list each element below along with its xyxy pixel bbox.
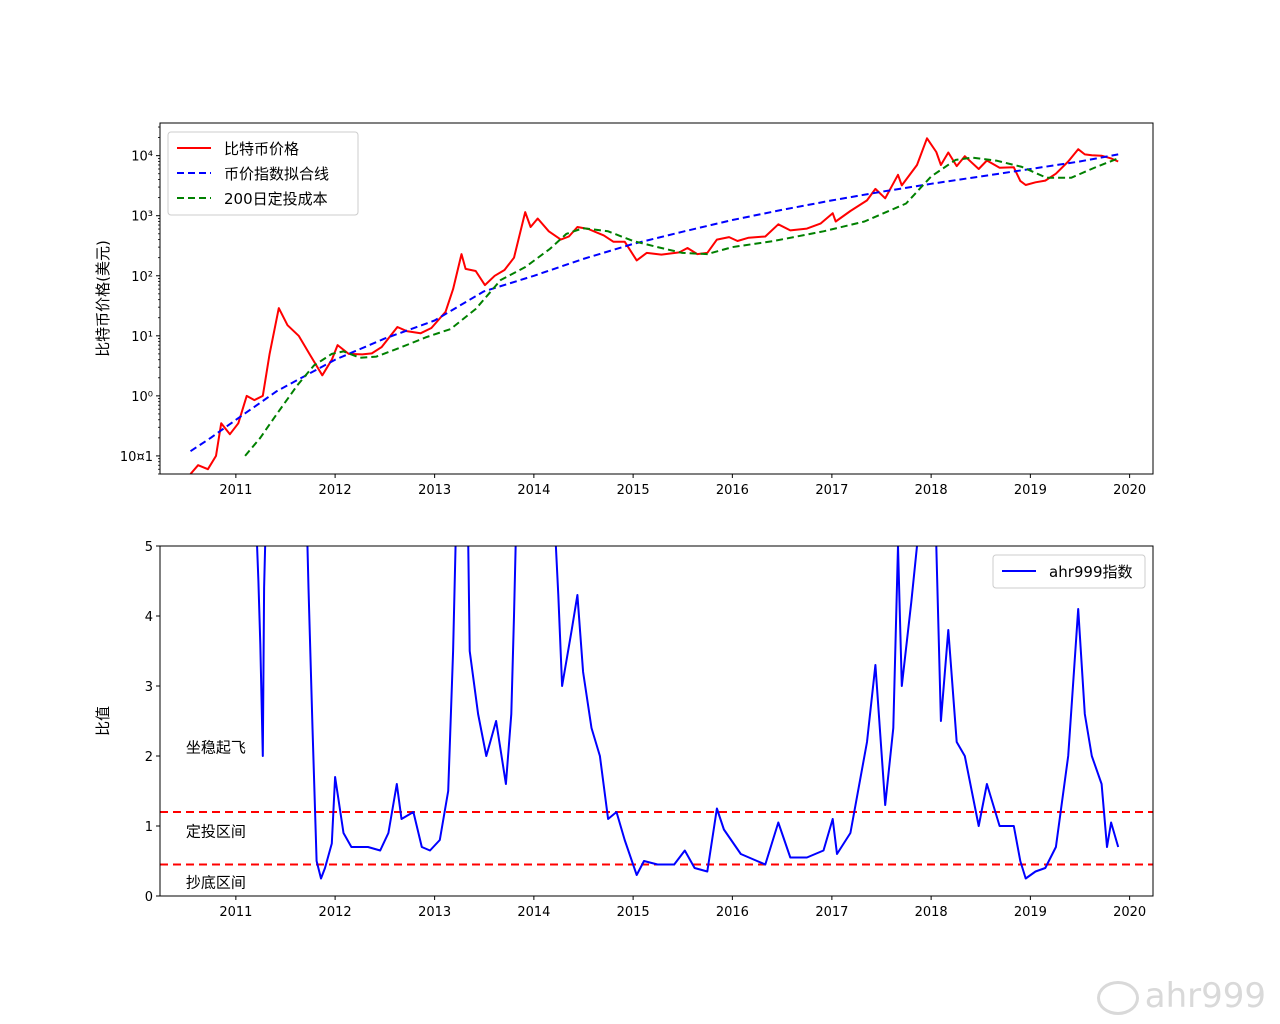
x-tick-label: 2018 xyxy=(915,905,948,920)
series-line xyxy=(256,546,1120,880)
legend-label: ahr999指数 xyxy=(1049,563,1133,581)
legend-label: 200日定投成本 xyxy=(224,190,328,208)
annotation-label: 定投区间 xyxy=(186,823,246,841)
legend: ahr999指数 xyxy=(992,554,1146,589)
axes-frame xyxy=(159,545,1154,897)
x-tick-label: 2015 xyxy=(617,483,650,498)
y-tick-label: 10¹ xyxy=(131,330,153,345)
x-tick-label: 2013 xyxy=(418,905,451,920)
x-tick-label: 2019 xyxy=(1014,483,1047,498)
x-tick-label: 2014 xyxy=(517,905,550,920)
x-tick-label: 2019 xyxy=(1014,905,1047,920)
y-axis-label: 比值 xyxy=(94,706,112,736)
y-tick-label: 1 xyxy=(145,820,153,835)
x-tick-label: 2017 xyxy=(815,483,848,498)
ratio-chart-panel: 2011 2012 2013 2014 2015 2016 2017 2018 2019 2020… xyxy=(94,540,1154,920)
y-tick-label: 10¤1 xyxy=(120,450,153,465)
x-tick-label: 2013 xyxy=(418,483,451,498)
y-tick-label: 5 xyxy=(145,540,153,555)
series-line xyxy=(244,156,1119,457)
x-tick-label: 2020 xyxy=(1113,483,1146,498)
legend-box xyxy=(992,554,1146,589)
x-tick-label: 2011 xyxy=(219,905,252,920)
weibo-watermark: ahr999 xyxy=(1096,976,1266,1016)
y-tick-label: 2 xyxy=(145,750,153,765)
legend-box xyxy=(167,131,359,216)
x-tick-label: 2011 xyxy=(219,483,252,498)
plot-area xyxy=(189,137,1119,474)
series-line xyxy=(189,137,1119,474)
series-line xyxy=(189,153,1119,453)
x-tick-label: 2018 xyxy=(915,483,948,498)
y-axis-label: 比特币价格(美元) xyxy=(94,240,112,357)
x-tick-label: 2012 xyxy=(319,905,352,920)
x-tick-label: 2016 xyxy=(716,483,749,498)
y-tick-label: 10² xyxy=(131,270,153,285)
x-tick-label: 2015 xyxy=(617,905,650,920)
legend-label: 比特币价格 xyxy=(224,140,299,158)
x-tick-label: 2017 xyxy=(815,905,848,920)
x-tick-label: 2016 xyxy=(716,905,749,920)
y-tick-label: 10⁰ xyxy=(131,390,153,405)
plot-area xyxy=(160,546,1153,880)
annotation-label: 抄底区间 xyxy=(186,874,246,892)
legend-label: 币价指数拟合线 xyxy=(224,165,329,183)
y-tick-label: 10⁴ xyxy=(131,150,153,165)
price-chart-panel: 2011 2012 2013 2014 2015 2016 2017 2018 2019 2020… xyxy=(94,122,1154,498)
x-tick-label: 2020 xyxy=(1113,905,1146,920)
x-tick-label: 2012 xyxy=(319,483,352,498)
axes-frame xyxy=(159,122,1154,475)
y-tick-label: 4 xyxy=(145,610,153,625)
x-tick-label: 2014 xyxy=(517,483,550,498)
y-tick-label: 10³ xyxy=(131,210,153,225)
y-tick-label: 3 xyxy=(145,680,153,695)
annotation-label: 坐稳起飞 xyxy=(186,739,246,757)
weibo-logo-icon xyxy=(1096,980,1139,1015)
watermark-text: ahr999 xyxy=(1144,976,1266,1016)
y-tick-label: 0 xyxy=(145,890,153,905)
